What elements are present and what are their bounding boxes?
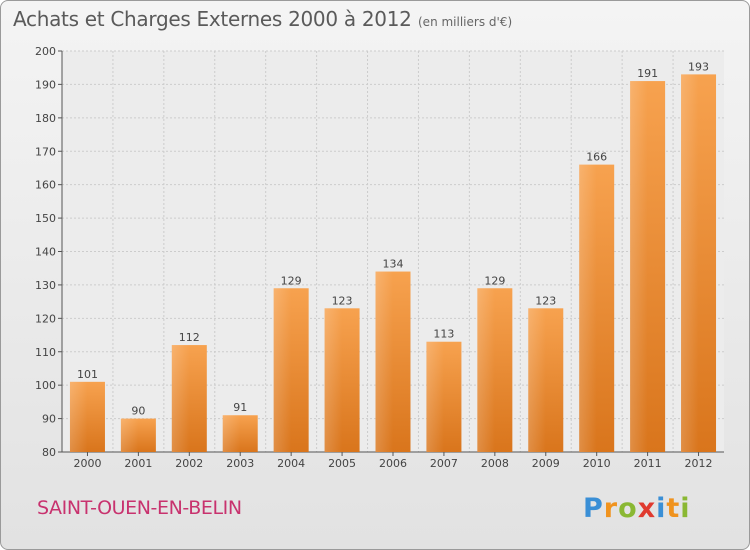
x-tick-label: 2001 [124,457,152,470]
x-tick-label: 2005 [328,457,356,470]
value-label: 166 [586,151,607,164]
y-tick-label: 170 [35,145,56,158]
y-tick-label: 180 [35,112,56,125]
value-label: 123 [535,294,556,307]
bar-highlight [579,164,597,452]
bar-highlight [324,308,343,452]
value-label: 123 [332,294,353,307]
x-tick-label: 2000 [73,457,101,470]
y-tick-label: 100 [35,379,56,392]
bar-highlight [375,271,393,452]
x-tick-label: 2010 [583,457,611,470]
x-tick-label: 2006 [379,457,407,470]
bar-highlight [273,288,292,452]
value-label: 134 [383,258,404,271]
y-tick-label: 190 [35,78,56,91]
x-tick-label: 2011 [634,457,662,470]
y-tick-label: 130 [35,279,56,292]
value-label: 129 [281,274,302,287]
value-label: 113 [433,328,454,341]
x-tick-label: 2003 [226,457,254,470]
value-label: 129 [484,274,505,287]
x-tick-label: 2009 [532,457,560,470]
value-label: 90 [131,405,145,418]
x-tick-label: 2012 [685,457,713,470]
bar-highlight [426,341,444,452]
bar-highlight [171,345,190,452]
y-tick-label: 140 [35,246,56,259]
y-tick-label: 110 [35,346,56,359]
y-tick-label: 160 [35,179,56,192]
bar-highlight [681,74,699,453]
svg-text:Proxiti: Proxiti [583,493,691,524]
labels: 101 2000 90 2001 112 2002 91 2003 129 2004 123 2005… [73,60,712,470]
value-label: 112 [179,331,200,344]
chart-subtitle: (en milliers d'€) [418,15,513,29]
x-tick-label: 2002 [175,457,203,470]
x-tick-label: 2008 [481,457,509,470]
commune-name: SAINT-OUEN-EN-BELIN [37,497,242,519]
y-tick-label: 120 [35,312,56,325]
x-tick-label: 2004 [277,457,305,470]
proxiti-logo: Proxiti [583,493,691,524]
bars [69,74,717,453]
y-tick-label: 150 [35,212,56,225]
y-tick-label: 200 [35,45,56,58]
bar-highlight [222,415,241,452]
y-tick-label: 90 [42,413,56,426]
value-label: 101 [77,368,98,381]
bar-highlight [630,81,648,452]
value-label: 193 [688,60,709,73]
bar-highlight [120,418,139,452]
chart-title: Achats et Charges Externes 2000 à 2012 [13,7,412,31]
grid-lines [62,50,724,453]
value-label: 191 [637,67,658,80]
y-tick-label: 80 [42,446,56,459]
bar-highlight [477,288,495,452]
bar-highlight [528,308,546,452]
x-tick-label: 2007 [430,457,458,470]
bar-highlight [69,381,88,452]
value-label: 91 [233,401,247,414]
